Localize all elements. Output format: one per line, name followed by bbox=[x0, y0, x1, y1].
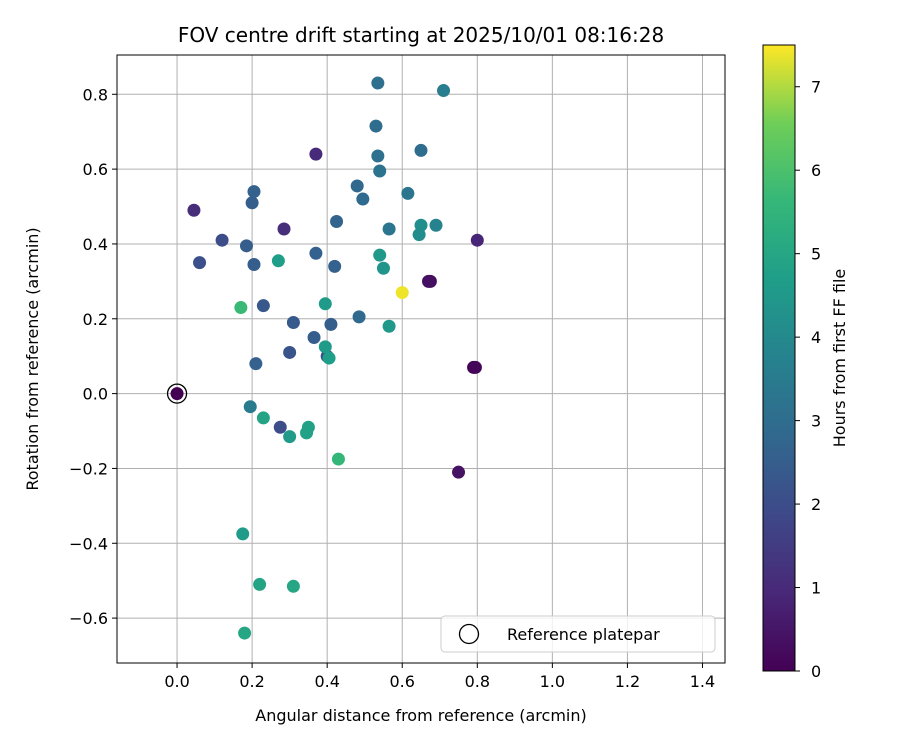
data-point bbox=[273, 420, 287, 434]
data-point bbox=[422, 274, 436, 288]
data-point bbox=[322, 351, 336, 365]
data-point bbox=[286, 579, 300, 593]
x-tick-label: 0.4 bbox=[314, 672, 339, 691]
data-point bbox=[236, 527, 250, 541]
y-tick-label: −0.2 bbox=[69, 459, 108, 478]
x-axis-ticks: 0.0 0.2 0.4 0.6 0.8 1.0 1.2 1.4 bbox=[164, 663, 715, 691]
y-tick-label: 0.8 bbox=[83, 85, 108, 104]
colorbar-tick-label: 4 bbox=[811, 328, 821, 347]
chart-title: FOV centre drift starting at 2025/10/01 … bbox=[178, 23, 664, 47]
data-point bbox=[193, 256, 207, 270]
data-point bbox=[470, 233, 484, 247]
data-point bbox=[330, 214, 344, 228]
data-point bbox=[271, 254, 285, 268]
data-point bbox=[247, 258, 261, 272]
data-point bbox=[371, 76, 385, 90]
y-tick-label: 0.6 bbox=[83, 160, 108, 179]
colorbar-tick-label: 5 bbox=[811, 245, 821, 264]
legend: Reference platepar bbox=[440, 615, 716, 653]
data-point bbox=[401, 186, 415, 200]
data-point bbox=[283, 345, 297, 359]
data-point bbox=[328, 259, 342, 273]
data-point bbox=[309, 147, 323, 161]
colorbar-tick-label: 0 bbox=[811, 662, 821, 681]
data-point bbox=[234, 301, 248, 315]
data-point bbox=[245, 196, 259, 210]
x-tick-label: 0.2 bbox=[239, 672, 264, 691]
x-tick-label: 0.8 bbox=[465, 672, 490, 691]
data-point bbox=[331, 452, 345, 466]
data-point bbox=[256, 299, 270, 313]
data-point bbox=[437, 84, 451, 98]
legend-box bbox=[440, 615, 716, 653]
data-point bbox=[429, 218, 443, 232]
data-point bbox=[395, 286, 409, 300]
data-point bbox=[414, 143, 428, 157]
y-tick-label: 0.0 bbox=[83, 385, 108, 404]
data-point bbox=[452, 465, 466, 479]
x-tick-label: 1.0 bbox=[540, 672, 565, 691]
data-point bbox=[170, 387, 184, 401]
data-point bbox=[318, 340, 332, 354]
data-point bbox=[247, 185, 261, 199]
scatter-points bbox=[166, 76, 484, 640]
data-point bbox=[376, 261, 390, 275]
data-point bbox=[382, 222, 396, 236]
data-point bbox=[253, 577, 267, 591]
y-tick-label: 0.2 bbox=[83, 310, 108, 329]
data-point bbox=[324, 317, 338, 331]
data-point bbox=[373, 164, 387, 178]
data-point bbox=[309, 246, 323, 260]
data-point bbox=[318, 297, 332, 311]
colorbar-label: Hours from first FF file bbox=[830, 269, 849, 448]
data-point bbox=[286, 316, 300, 330]
grid-lines bbox=[117, 55, 725, 663]
y-tick-label: 0.4 bbox=[83, 235, 108, 254]
data-point bbox=[371, 149, 385, 163]
data-point bbox=[238, 626, 252, 640]
x-tick-label: 0.6 bbox=[390, 672, 415, 691]
plot-frame bbox=[116, 54, 726, 664]
data-point bbox=[369, 119, 383, 133]
data-point bbox=[249, 357, 263, 371]
y-axis-ticks: −0.6 −0.4 −0.2 0.0 0.2 0.4 0.6 0.8 bbox=[69, 85, 117, 628]
data-point bbox=[277, 222, 291, 236]
colorbar-ticks: 0 1 2 3 4 5 6 7 bbox=[795, 78, 821, 681]
y-tick-label: −0.6 bbox=[69, 609, 108, 628]
data-point bbox=[352, 310, 366, 324]
data-point bbox=[307, 330, 321, 344]
data-point bbox=[356, 192, 370, 206]
data-point bbox=[239, 239, 253, 253]
data-point bbox=[301, 420, 315, 434]
x-axis-label: Angular distance from reference (arcmin) bbox=[255, 706, 586, 725]
y-axis-label: Rotation from reference (arcmin) bbox=[23, 227, 42, 490]
x-tick-label: 0.0 bbox=[164, 672, 189, 691]
colorbar-tick-label: 6 bbox=[811, 161, 821, 180]
data-point bbox=[350, 179, 364, 193]
data-point bbox=[373, 248, 387, 262]
colorbar-tick-label: 3 bbox=[811, 412, 821, 431]
data-point bbox=[215, 233, 229, 247]
legend-entry-reference: Reference platepar bbox=[507, 625, 660, 644]
data-point bbox=[243, 400, 257, 414]
legend-marker-reference bbox=[458, 623, 480, 645]
x-tick-label: 1.2 bbox=[615, 672, 640, 691]
data-point bbox=[256, 411, 270, 425]
x-tick-label: 1.4 bbox=[690, 672, 715, 691]
colorbar-tick-label: 7 bbox=[811, 78, 821, 97]
data-point bbox=[187, 203, 201, 217]
colorbar-tick-label: 1 bbox=[811, 579, 821, 598]
y-tick-label: −0.4 bbox=[69, 534, 108, 553]
data-point bbox=[412, 228, 426, 242]
data-point bbox=[468, 360, 482, 374]
colorbar-tick-label: 2 bbox=[811, 495, 821, 514]
data-point bbox=[382, 319, 396, 333]
data-point bbox=[283, 430, 297, 444]
colorbar bbox=[762, 44, 796, 672]
reference-platepar-marker bbox=[166, 383, 188, 404]
